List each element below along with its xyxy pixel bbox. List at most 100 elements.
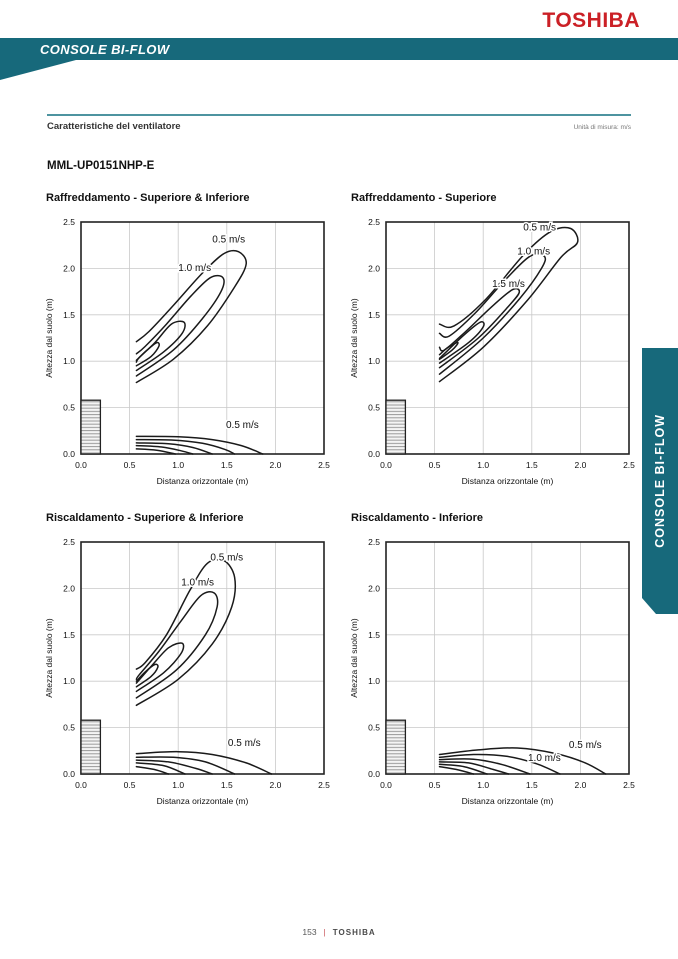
chart-riscaldamento-inferiore: Riscaldamento - Inferiore 0.5 m/s 1.0 m/s… bbox=[346, 512, 646, 822]
chart-riscaldamento-superiore-inferiore: Riscaldamento - Superiore & Inferiore 0.… bbox=[41, 512, 341, 822]
contour-line bbox=[438, 758, 531, 775]
contour-lines bbox=[438, 226, 579, 383]
chart-title: Raffreddamento - Superiore & Inferiore bbox=[46, 192, 250, 204]
banner-title: CONSOLE BI-FLOW bbox=[40, 41, 170, 57]
chart-title: Riscaldamento - Inferiore bbox=[351, 512, 484, 524]
y-tick-label: 1.0 bbox=[63, 676, 75, 686]
unit-of-measure-note: Unità di misura: m/s bbox=[573, 124, 631, 131]
side-tab-label: CONSOLE BI-FLOW bbox=[653, 414, 667, 548]
contour-line bbox=[135, 558, 236, 707]
contour-line bbox=[438, 765, 475, 775]
plot-border bbox=[80, 221, 325, 455]
contour-label: 0.5 m/s bbox=[523, 222, 556, 233]
x-tick-label: 1.0 bbox=[172, 460, 184, 470]
x-axis-title: Distanza orizzontale (m) bbox=[157, 476, 249, 486]
y-tick-label: 2.5 bbox=[63, 217, 75, 227]
x-tick-label: 2.5 bbox=[318, 780, 330, 790]
chart-title: Raffreddamento - Superiore bbox=[351, 192, 497, 204]
x-tick-label: 1.5 bbox=[526, 780, 538, 790]
contour-line bbox=[135, 762, 186, 775]
contour-line bbox=[438, 226, 579, 383]
y-axis-title: Altezza dal suolo (m) bbox=[44, 298, 54, 378]
x-tick-label: 0.5 bbox=[124, 780, 136, 790]
indoor-unit-block bbox=[385, 399, 407, 455]
contour-line bbox=[438, 341, 459, 361]
contour-label: 1.0 m/s bbox=[178, 263, 211, 274]
x-tick-label: 1.0 bbox=[477, 460, 489, 470]
y-tick-label: 2.0 bbox=[63, 583, 75, 593]
y-tick-label: 1.0 bbox=[368, 356, 380, 366]
x-tick-label: 0.0 bbox=[75, 460, 87, 470]
section-heading: Caratteristiche del ventilatore bbox=[47, 121, 181, 132]
contour-line bbox=[438, 253, 547, 375]
y-tick-label: 2.5 bbox=[63, 537, 75, 547]
plot-border bbox=[385, 221, 630, 455]
chart-plot: 0.5 m/s 1.0 m/s 0.5 m/s 0.0 0.5 1.0 1.5 2.0 2.5 0… bbox=[44, 217, 330, 486]
y-tick-label: 1.5 bbox=[368, 630, 380, 640]
contour-line bbox=[438, 761, 510, 775]
y-tick-label: 2.5 bbox=[368, 217, 380, 227]
x-axis-title: Distanza orizzontale (m) bbox=[462, 476, 554, 486]
y-tick-label: 1.0 bbox=[368, 676, 380, 686]
contour-line bbox=[135, 444, 194, 455]
y-axis-title: Altezza dal suolo (m) bbox=[349, 298, 359, 378]
contour-line bbox=[438, 763, 488, 775]
y-axis-title: Altezza dal suolo (m) bbox=[349, 618, 359, 698]
y-tick-label: 2.0 bbox=[368, 263, 380, 273]
y-tick-label: 1.5 bbox=[63, 630, 75, 640]
x-tick-label: 2.5 bbox=[623, 780, 635, 790]
contour-label: 0.5 m/s bbox=[212, 234, 245, 245]
y-tick-label: 0.5 bbox=[368, 403, 380, 413]
x-tick-label: 1.0 bbox=[477, 780, 489, 790]
contour-line bbox=[438, 321, 485, 364]
y-tick-label: 2.0 bbox=[368, 583, 380, 593]
gridlines bbox=[385, 221, 630, 455]
x-tick-label: 2.5 bbox=[623, 460, 635, 470]
x-tick-label: 0.5 bbox=[429, 780, 441, 790]
y-tick-label: 0.5 bbox=[368, 723, 380, 733]
contour-line bbox=[135, 442, 213, 455]
contour-label: 0.5 m/s bbox=[228, 738, 261, 749]
y-tick-label: 2.0 bbox=[63, 263, 75, 273]
section-heading-row: Caratteristiche del ventilatore Unità di… bbox=[47, 114, 631, 132]
indoor-unit-block bbox=[385, 719, 407, 775]
x-tick-label: 2.0 bbox=[269, 460, 281, 470]
plot-border bbox=[80, 541, 325, 775]
contour-line bbox=[135, 591, 219, 699]
contour-label: 1.0 m/s bbox=[517, 247, 550, 258]
y-tick-label: 2.5 bbox=[368, 537, 380, 547]
contour-line bbox=[135, 341, 160, 367]
chart-canvas: 0.5 m/s 1.0 m/s 0.5 m/s 0.0 0.5 1.0 1.5 2.0 2.5 0… bbox=[41, 212, 341, 502]
y-tick-label: 0.0 bbox=[63, 449, 75, 459]
gridlines bbox=[80, 221, 325, 455]
x-axis-title: Distanza orizzontale (m) bbox=[157, 796, 249, 806]
x-tick-label: 0.0 bbox=[380, 460, 392, 470]
x-tick-label: 2.5 bbox=[318, 460, 330, 470]
toshiba-logo: TOSHIBA bbox=[542, 9, 640, 32]
chart-raffreddamento-superiore-inferiore: Raffreddamento - Superiore & Inferiore 0… bbox=[41, 192, 341, 502]
contour-lines bbox=[135, 558, 273, 775]
x-tick-label: 0.5 bbox=[429, 460, 441, 470]
contour-label: 1.0 m/s bbox=[528, 753, 561, 764]
side-tab-console-bi-flow: CONSOLE BI-FLOW bbox=[642, 348, 678, 614]
contour-line bbox=[135, 759, 213, 775]
contour-line bbox=[135, 274, 225, 377]
contour-lines bbox=[135, 249, 264, 455]
contour-line bbox=[135, 765, 170, 775]
contour-line bbox=[135, 448, 177, 455]
chart-title: Riscaldamento - Superiore & Inferiore bbox=[46, 512, 244, 524]
contour-label: 0.5 m/s bbox=[226, 420, 259, 431]
contour-line bbox=[135, 756, 236, 775]
contour-line bbox=[135, 750, 273, 775]
contour-line bbox=[438, 747, 607, 775]
banner-wedge-decoration bbox=[0, 60, 76, 80]
y-tick-label: 1.5 bbox=[63, 310, 75, 320]
chart-raffreddamento-superiore: Raffreddamento - Superiore 0.5 m/s 1.0 m/… bbox=[346, 192, 646, 502]
x-tick-label: 2.0 bbox=[574, 780, 586, 790]
chart-canvas: 0.5 m/s 1.0 m/s 0.5 m/s 0.0 0.5 1.0 1.5 2.0 2.5 0… bbox=[41, 532, 341, 822]
contour-line bbox=[135, 249, 247, 384]
x-tick-label: 2.0 bbox=[269, 780, 281, 790]
x-tick-label: 0.5 bbox=[124, 460, 136, 470]
x-tick-label: 0.0 bbox=[75, 780, 87, 790]
page-footer: 153 | TOSHIBA bbox=[0, 927, 678, 937]
